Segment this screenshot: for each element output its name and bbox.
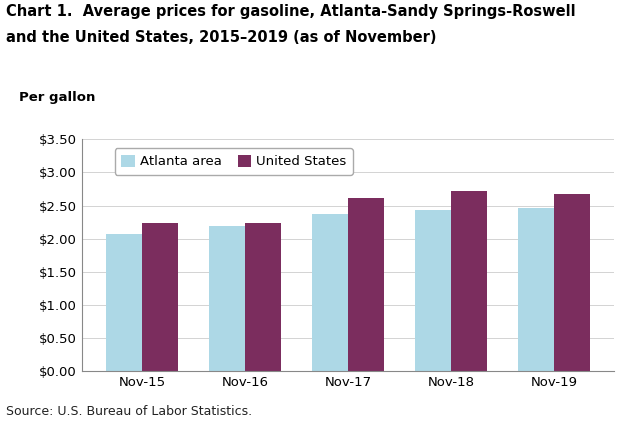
Text: and the United States, 2015–2019 (as of November): and the United States, 2015–2019 (as of … bbox=[6, 30, 437, 45]
Bar bbox=[142, 223, 178, 371]
Bar bbox=[415, 210, 451, 371]
Bar bbox=[554, 194, 590, 371]
Text: Source: U.S. Bureau of Labor Statistics.: Source: U.S. Bureau of Labor Statistics. bbox=[6, 405, 253, 418]
Legend: Atlanta area, United States: Atlanta area, United States bbox=[115, 148, 353, 175]
Bar bbox=[312, 214, 348, 371]
Bar bbox=[245, 223, 281, 371]
Bar bbox=[518, 208, 554, 371]
Bar bbox=[451, 191, 487, 371]
Text: Per gallon: Per gallon bbox=[19, 91, 95, 104]
Bar bbox=[348, 198, 384, 371]
Text: Chart 1.  Average prices for gasoline, Atlanta-Sandy Springs-Roswell: Chart 1. Average prices for gasoline, At… bbox=[6, 4, 576, 19]
Bar bbox=[106, 234, 142, 371]
Bar bbox=[209, 226, 245, 371]
